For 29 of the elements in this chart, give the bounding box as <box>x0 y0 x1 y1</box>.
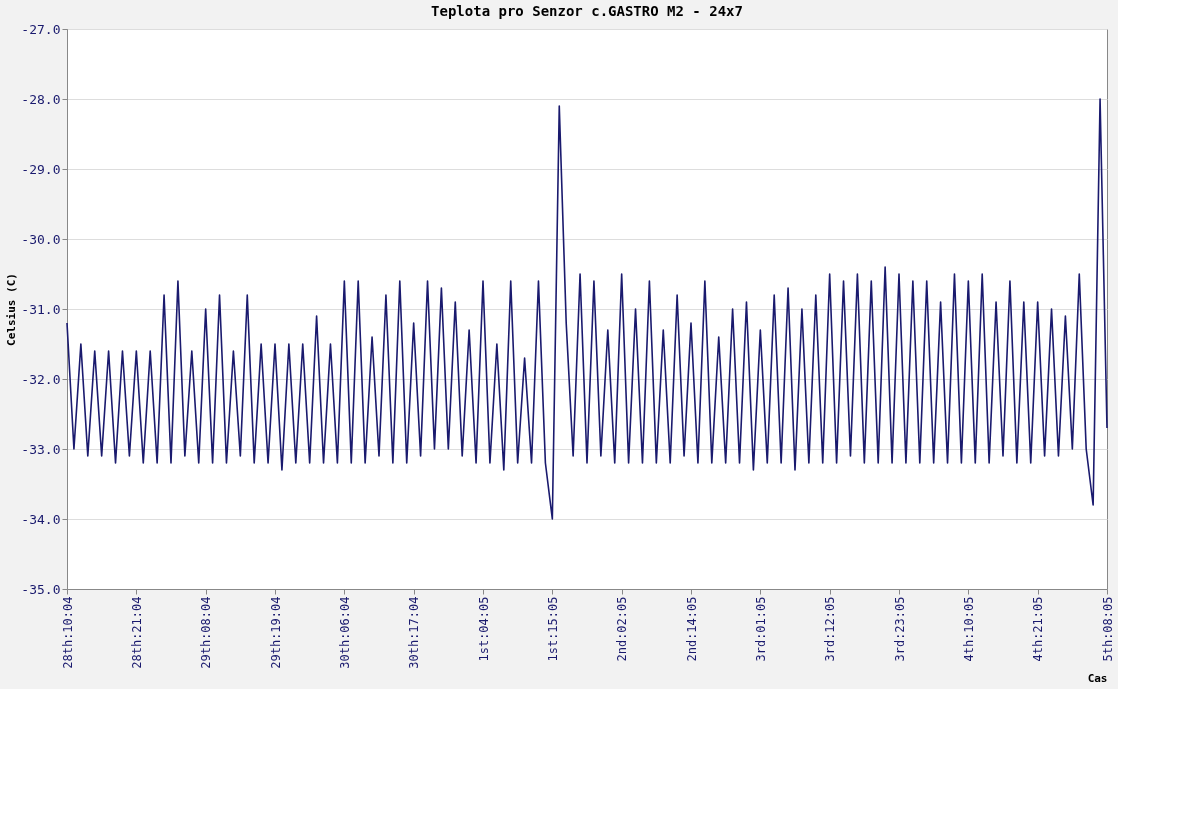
x-tick-label: 29th:19:04 <box>268 596 283 669</box>
x-tick-label: 4th:21:05 <box>1031 596 1046 662</box>
x-tick-label: 1st:04:05 <box>476 596 491 662</box>
x-tick-label: 2nd:14:05 <box>684 596 699 662</box>
y-tick-label: -35.0 <box>21 581 61 597</box>
x-tick-label: 28th:10:04 <box>60 596 75 669</box>
x-tick-label: 5th:08:05 <box>1100 596 1115 662</box>
y-tick-label: -29.0 <box>21 161 61 177</box>
x-tick-label: 4th:10:05 <box>961 596 976 662</box>
x-tick-label: 30th:17:04 <box>407 596 422 669</box>
x-tick-label: 3rd:12:05 <box>823 596 838 662</box>
y-tick-label: -33.0 <box>21 441 61 457</box>
x-axis-title: Cas <box>1087 671 1108 685</box>
x-tick-label: 30th:06:04 <box>337 596 352 669</box>
x-tick-label: 3rd:01:05 <box>753 596 768 662</box>
y-axis-title: Celsius (C) <box>5 273 19 346</box>
x-tick-label: 29th:08:04 <box>199 596 214 669</box>
x-tick-label: 2nd:02:05 <box>615 596 630 662</box>
y-tick-label: -27.0 <box>21 21 61 37</box>
x-tick-label: 28th:21:04 <box>129 596 144 669</box>
line-series <box>66 98 1108 520</box>
y-tick-label: -30.0 <box>21 231 61 247</box>
y-tick-label: -32.0 <box>21 371 61 387</box>
x-tick-label: 3rd:23:05 <box>892 596 907 662</box>
y-tick-label: -28.0 <box>21 91 61 107</box>
chart-title: Teplota pro Senzor c.GASTRO M2 - 24x7 <box>431 3 743 19</box>
y-tick-label: -34.0 <box>21 511 61 527</box>
y-tick-label: -31.0 <box>21 301 61 317</box>
x-tick-label: 1st:15:05 <box>545 596 560 662</box>
